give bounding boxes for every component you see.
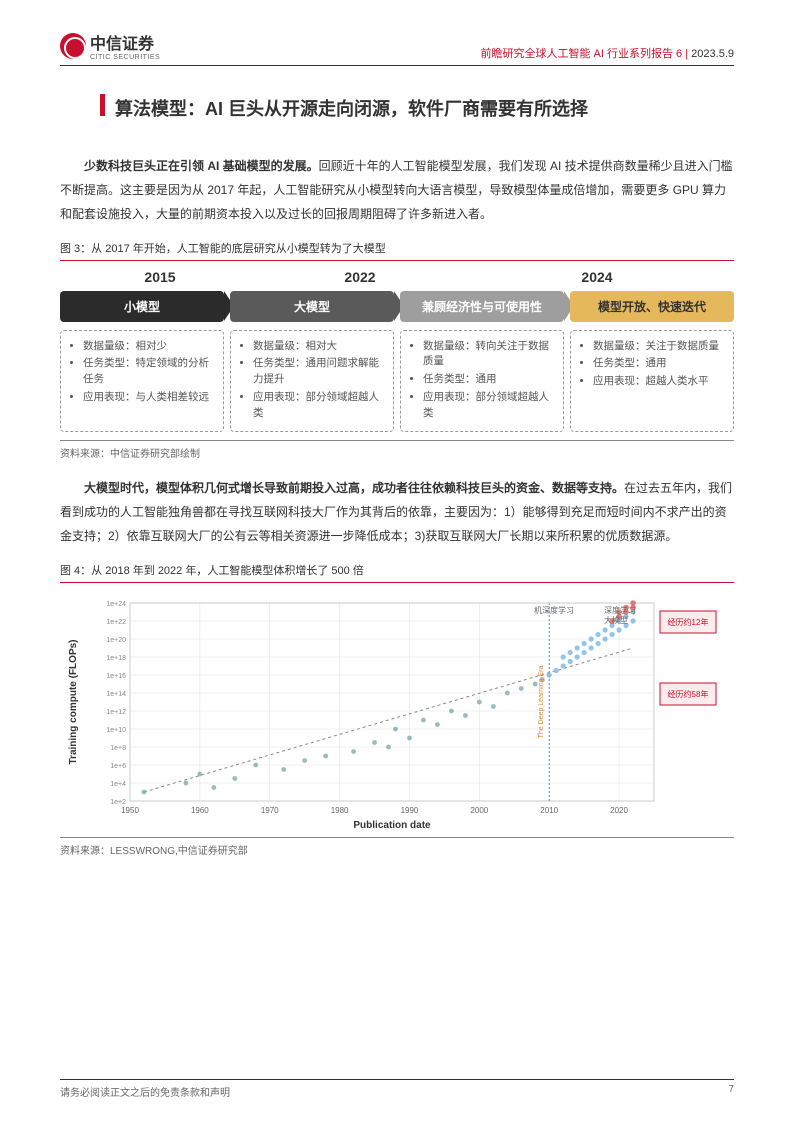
disclaimer: 请务必阅读正文之后的免责条款和声明	[60, 1084, 230, 1099]
page-number: 7	[728, 1084, 734, 1099]
svg-text:1980: 1980	[331, 806, 349, 815]
svg-text:The Deep Learning Era: The Deep Learning Era	[538, 666, 545, 739]
svg-text:深度学习: 深度学习	[604, 605, 636, 615]
svg-text:1950: 1950	[121, 806, 139, 815]
timeline-box: 数据量级：关注于数据质量任务类型：通用应用表现：超越人类水平	[570, 330, 734, 433]
paragraph-1: 少数科技巨头正在引领 AI 基础模型的发展。回顾近十年的人工智能模型发展，我们发…	[60, 154, 734, 226]
figure3-title: 图 3：从 2017 年开始，人工智能的底层研究从小模型转为了大模型	[60, 240, 734, 261]
svg-text:1e+4: 1e+4	[110, 781, 126, 788]
svg-text:Training compute (FLOPs): Training compute (FLOPs)	[68, 640, 79, 765]
figure4-source: 资料来源：LESSWRONG,中信证券研究部	[60, 837, 734, 857]
svg-text:2020: 2020	[610, 806, 628, 815]
timeline-years: 2015 2022 2024	[60, 269, 734, 291]
page-footer: 请务必阅读正文之后的免责条款和声明 7	[60, 1079, 734, 1099]
timeline-head: 大模型	[230, 291, 394, 322]
timeline-head: 小模型	[60, 291, 224, 322]
figure4-title: 图 4：从 2018 年到 2022 年，人工智能模型体积增长了 500 倍	[60, 562, 734, 583]
figure3-source: 资料来源：中信证券研究部绘制	[60, 440, 734, 460]
figure3-diagram: 2015 2022 2024 小模型大模型兼顾经济性与可使用性模型开放、快速迭代…	[60, 269, 734, 433]
svg-text:1e+6: 1e+6	[110, 763, 126, 770]
section-heading: 算法模型：AI 巨头从开源走向闭源，软件厂商需要有所选择	[100, 90, 734, 130]
timeline-box: 数据量级：相对大任务类型：通用问题求解能力提升应用表现：部分领域超越人类	[230, 330, 394, 433]
svg-text:1970: 1970	[261, 806, 279, 815]
svg-text:经历约12年: 经历约12年	[668, 617, 709, 627]
figure4-chart: 1e+2 1e+4 1e+6 1e+8 1e+10 1e+12 1e+14 1e+16 1e+1…	[60, 591, 734, 831]
svg-text:大模型: 大模型	[604, 615, 628, 625]
svg-text:1e+20: 1e+20	[106, 637, 126, 644]
svg-text:1e+24: 1e+24	[106, 601, 126, 608]
svg-text:1e+8: 1e+8	[110, 745, 126, 752]
logo-text: 中信证券	[90, 30, 160, 54]
logo-subtext: CITIC SECURITIES	[90, 54, 160, 61]
paragraph-2: 大模型时代，模型体积几何式增长导致前期投入过高，成功者往往依赖科技巨头的资金、数…	[60, 476, 734, 548]
logo: 中信证券 CITIC SECURITIES	[60, 30, 160, 61]
timeline-boxes: 数据量级：相对少任务类型：特定领域的分析任务应用表现：与人类相差较远数据量级：相…	[60, 330, 734, 433]
svg-text:2010: 2010	[540, 806, 558, 815]
heading-marker-icon	[100, 94, 105, 116]
timeline-head: 模型开放、快速迭代	[570, 291, 734, 322]
svg-text:1e+16: 1e+16	[106, 673, 126, 680]
logo-icon	[60, 33, 86, 59]
section-title-text: 算法模型：AI 巨头从开源走向闭源，软件厂商需要有所选择	[115, 90, 588, 130]
svg-text:1990: 1990	[401, 806, 419, 815]
svg-text:1e+14: 1e+14	[106, 691, 126, 698]
timeline-box: 数据量级：转向关注于数据质量任务类型：通用应用表现：部分领域超越人类	[400, 330, 564, 433]
svg-text:1e+2: 1e+2	[110, 799, 126, 806]
report-date: 2023.5.9	[691, 48, 734, 60]
page-header: 中信证券 CITIC SECURITIES 前瞻研究全球人工智能 AI 行业系列…	[60, 30, 734, 66]
series-title: 前瞻研究全球人工智能 AI 行业系列报告 6	[481, 48, 683, 60]
timeline-box: 数据量级：相对少任务类型：特定领域的分析任务应用表现：与人类相差较远	[60, 330, 224, 433]
svg-text:1e+12: 1e+12	[106, 709, 126, 716]
svg-text:1e+22: 1e+22	[106, 619, 126, 626]
svg-text:经历约58年: 经历约58年	[668, 689, 709, 699]
svg-text:机深度学习: 机深度学习	[534, 605, 574, 615]
svg-text:1960: 1960	[191, 806, 209, 815]
svg-text:2000: 2000	[470, 806, 488, 815]
svg-text:1e+18: 1e+18	[106, 655, 126, 662]
svg-text:Publication date: Publication date	[353, 820, 431, 831]
timeline-head: 兼顾经济性与可使用性	[400, 291, 564, 322]
header-meta: 前瞻研究全球人工智能 AI 行业系列报告 6 | 2023.5.9	[481, 45, 735, 61]
svg-text:1e+10: 1e+10	[106, 727, 126, 734]
timeline-headers: 小模型大模型兼顾经济性与可使用性模型开放、快速迭代	[60, 291, 734, 322]
